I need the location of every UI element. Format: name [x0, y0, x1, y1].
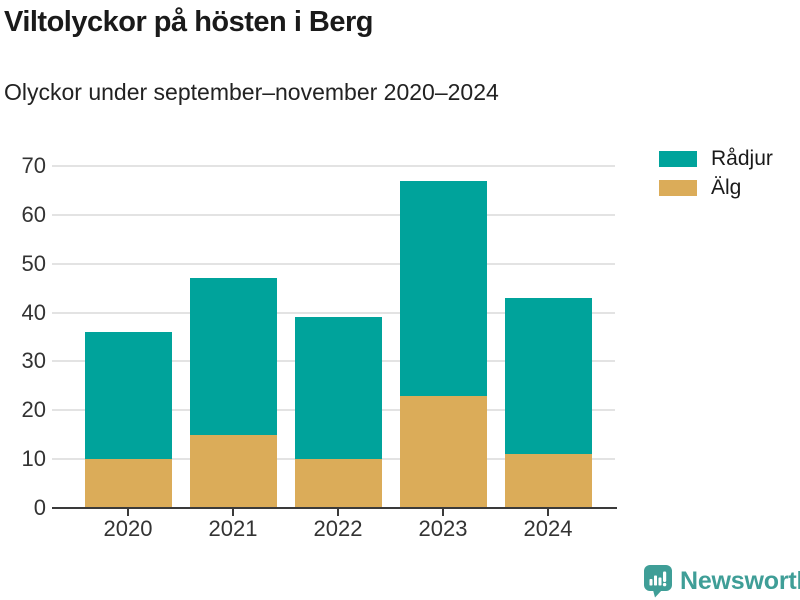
bar-segment-älg-2024 [504, 454, 592, 508]
legend-label: Älg [711, 176, 742, 199]
x-axis-label-2020: 2020 [103, 516, 153, 541]
brand-name: Newsworthy [680, 567, 800, 595]
legend-item-älg: Älg [659, 176, 742, 199]
y-axis-label-20: 20 [21, 397, 46, 423]
x-axis-line [52, 507, 617, 509]
y-axis-label-0: 0 [33, 495, 46, 520]
gridline-y-60 [52, 213, 615, 216]
x-axis-label-2024: 2024 [523, 516, 573, 541]
x-tick-2023 [442, 509, 444, 516]
brand-footer: Newsworthy [643, 564, 800, 599]
x-tick-2020 [127, 509, 129, 516]
x-axis-label-2023: 2023 [418, 516, 468, 541]
gridline-y-50 [52, 262, 615, 265]
gridline-y-70 [52, 165, 615, 167]
bar-segment-rådjur-2024 [504, 297, 592, 455]
y-axis-label-60: 60 [21, 201, 46, 227]
x-axis-label-2022: 2022 [313, 516, 363, 541]
bar-segment-rådjur-2021 [189, 278, 277, 435]
bar-segment-älg-2022 [294, 459, 382, 508]
legend-swatch-rådjur [659, 151, 697, 167]
bar-segment-älg-2023 [399, 395, 487, 508]
chart-subtitle: Olyckor under september–november 2020–20… [4, 79, 499, 105]
newsworthy-logo-icon [644, 565, 672, 598]
y-axis-label-10: 10 [21, 446, 46, 472]
y-axis-label-30: 30 [21, 348, 46, 374]
x-tick-2022 [337, 509, 339, 516]
gridline-y-40 [52, 311, 615, 314]
bar-segment-rådjur-2023 [399, 180, 487, 396]
y-axis-label-70: 70 [21, 153, 46, 178]
bar-segment-älg-2021 [189, 434, 277, 508]
bar-segment-rådjur-2020 [84, 332, 172, 460]
legend-item-rådjur: Rådjur [659, 147, 773, 170]
bar-segment-rådjur-2022 [294, 317, 382, 460]
legend-label: Rådjur [711, 147, 773, 170]
legend-swatch-älg [659, 180, 697, 196]
y-axis-label-50: 50 [21, 250, 46, 276]
x-tick-2021 [232, 509, 234, 516]
y-axis-label-40: 40 [21, 299, 46, 325]
x-tick-2024 [547, 509, 549, 516]
bar-segment-älg-2020 [84, 459, 172, 508]
x-axis-label-2021: 2021 [208, 516, 258, 541]
chart-title: Viltolyckor på hösten i Berg [4, 6, 374, 38]
